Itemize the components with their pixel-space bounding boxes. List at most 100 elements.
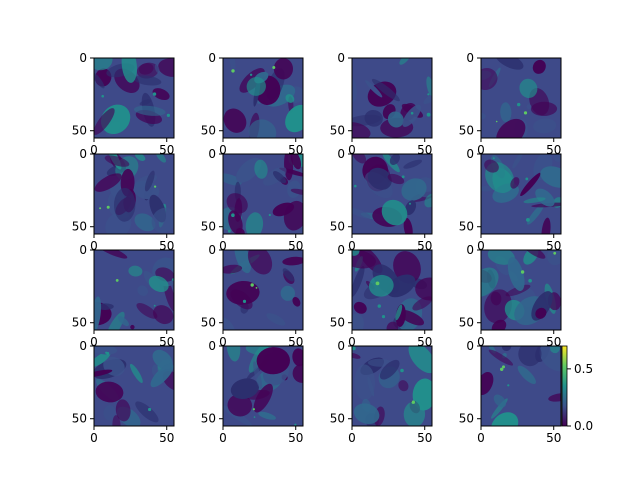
- activation-speckle: [410, 111, 414, 115]
- activation-blob: [223, 264, 243, 274]
- activation-speckle: [255, 287, 258, 289]
- activation-speckle: [242, 299, 247, 303]
- activation-blob: [500, 102, 512, 123]
- feature-map-image: [352, 154, 432, 234]
- y-tick-label: 50: [330, 412, 345, 426]
- activation-blob: [365, 80, 383, 98]
- panel-frame: [351, 153, 433, 235]
- activation-blob: [245, 212, 264, 234]
- y-tick-label: 0: [79, 339, 87, 353]
- activation-blob: [236, 157, 262, 183]
- activation-blob: [352, 266, 365, 297]
- activation-blob: [150, 363, 174, 388]
- activation-speckle: [523, 111, 528, 115]
- panel-frame: [480, 57, 562, 139]
- activation-blob: [352, 122, 371, 138]
- feature-map-image: [352, 58, 432, 138]
- y-tick-label: 50: [201, 124, 216, 138]
- activation-blob: [227, 394, 253, 417]
- activation-blob: [285, 94, 295, 103]
- feature-map-image: [352, 346, 432, 426]
- activation-blob: [247, 250, 273, 275]
- activation-speckle: [231, 213, 235, 217]
- activation-blob: [154, 64, 160, 74]
- activation-speckle: [517, 102, 521, 107]
- activation-speckle: [249, 73, 253, 77]
- activation-blob: [246, 76, 266, 96]
- activation-blob: [403, 159, 423, 169]
- feature-map-image: [223, 250, 303, 330]
- activation-speckle: [227, 229, 231, 233]
- activation-blob: [95, 381, 124, 403]
- y-tick-label: 0: [337, 339, 345, 353]
- activation-blob: [523, 197, 546, 204]
- y-tick-label: 50: [459, 412, 474, 426]
- activation-blob: [352, 207, 371, 219]
- x-tick-label: 0: [477, 239, 485, 253]
- activation-blob: [381, 199, 408, 226]
- activation-speckle: [115, 279, 119, 282]
- y-tick-label: 50: [459, 316, 474, 330]
- feature-map-image: [352, 250, 432, 330]
- y-tick-label: 0: [466, 147, 474, 161]
- activation-speckle: [268, 213, 271, 217]
- panel-frame: [351, 249, 433, 331]
- activation-speckle: [152, 92, 157, 96]
- activation-blob: [135, 401, 159, 423]
- colorbar: 0.0 0.5: [561, 345, 593, 433]
- activation-blob: [512, 154, 523, 169]
- activation-blob: [285, 104, 303, 133]
- activation-speckle: [502, 365, 505, 369]
- activation-blob: [223, 317, 236, 330]
- activation-speckle: [153, 304, 156, 307]
- activation-blob: [481, 371, 494, 396]
- activation-blob: [535, 307, 547, 319]
- panel-frame: [93, 153, 175, 235]
- activation-blob: [386, 274, 416, 298]
- activation-blob: [280, 285, 296, 301]
- activation-blob: [403, 401, 426, 426]
- activation-blob: [526, 104, 532, 110]
- activation-blob: [352, 352, 361, 359]
- activation-blob: [539, 346, 561, 372]
- activation-blob: [103, 405, 116, 421]
- activation-blob: [151, 207, 174, 233]
- activation-blob: [272, 202, 295, 217]
- x-tick-label: 0: [348, 143, 356, 157]
- activation-blob: [395, 304, 403, 321]
- activation-blob: [118, 316, 129, 327]
- activation-blob: [399, 58, 411, 65]
- feature-map-image: [94, 346, 174, 426]
- activation-blob: [253, 383, 273, 413]
- x-tick-label: 50: [159, 431, 174, 445]
- activation-blob: [368, 274, 394, 297]
- colorbar-tick-label: 0.0: [574, 419, 593, 433]
- activation-blob: [510, 177, 520, 189]
- y-tick-label: 0: [466, 243, 474, 257]
- panel-frame: [222, 153, 304, 235]
- activation-blob: [94, 296, 102, 330]
- activation-blob: [282, 256, 303, 266]
- activation-blob: [134, 75, 162, 86]
- activation-blob: [353, 301, 367, 314]
- activation-speckle: [352, 346, 356, 351]
- activation-blob: [94, 351, 111, 368]
- activation-blob: [352, 78, 357, 102]
- activation-blob: [519, 78, 538, 99]
- activation-blob: [549, 346, 560, 354]
- y-tick-label: 0: [337, 51, 345, 65]
- activation-speckle: [354, 184, 357, 188]
- panel-frame: [351, 345, 433, 427]
- activation-blob: [223, 108, 247, 133]
- activation-blob: [266, 313, 286, 326]
- feature-map-image: [481, 346, 561, 426]
- y-tick-label: 0: [208, 147, 216, 161]
- activation-blob: [230, 378, 259, 400]
